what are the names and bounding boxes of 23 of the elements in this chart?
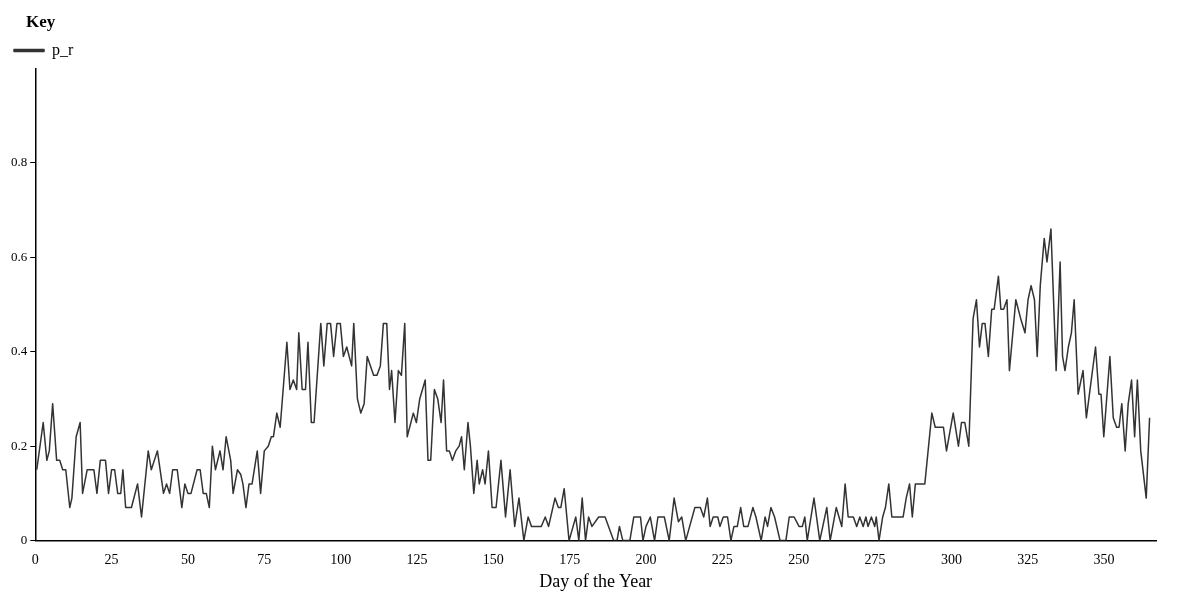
x-tick-label: 125 (406, 551, 428, 567)
y-tick-label: 0.4 (11, 343, 28, 359)
legend-label: p_r (52, 40, 74, 59)
x-tick-label: 250 (788, 551, 810, 567)
y-tick-label: 0.8 (11, 154, 28, 170)
x-tick-label: 25 (104, 551, 119, 567)
x-tick-label: 0 (31, 551, 39, 567)
x-tick-label: 100 (330, 551, 352, 567)
x-tick-label: 300 (940, 551, 962, 567)
x-tick-label: 200 (635, 551, 657, 567)
y-tick-label: 0 (20, 532, 28, 548)
x-tick-label: 350 (1093, 551, 1115, 567)
x-axis-title: Day of the Year (539, 570, 653, 591)
x-tick-label: 275 (864, 551, 886, 567)
x-tick-label: 150 (482, 551, 504, 567)
y-tick-label: 0.6 (11, 248, 28, 264)
x-tick-label: 225 (711, 551, 733, 567)
x-tick-label: 50 (180, 551, 195, 567)
x-tick-label: 175 (559, 551, 581, 567)
legend-title: Key (26, 11, 56, 31)
y-tick-label: 0.2 (11, 437, 28, 453)
x-tick-label: 75 (257, 551, 272, 567)
x-tick-label: 325 (1017, 551, 1039, 567)
